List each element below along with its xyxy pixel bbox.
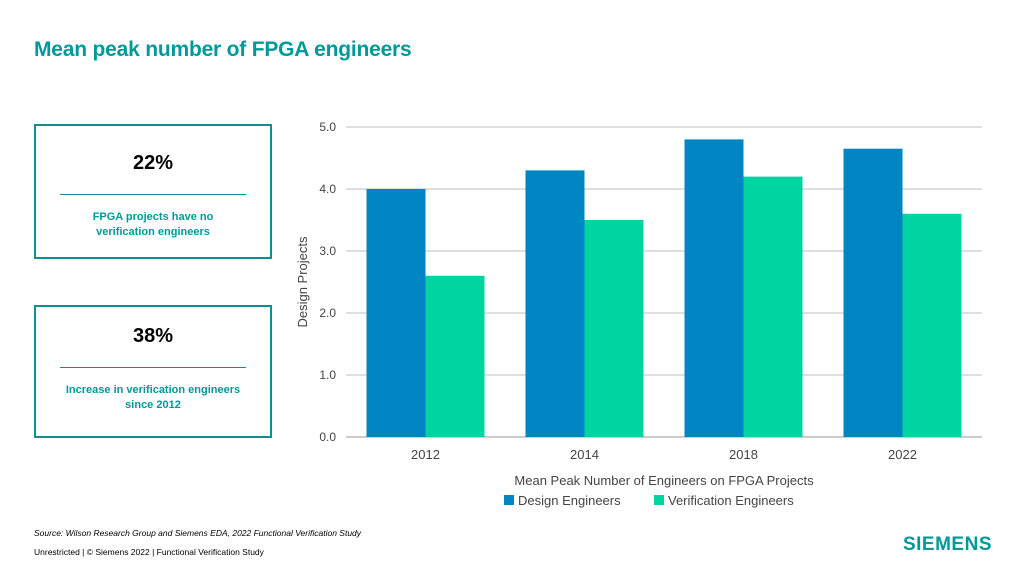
bar-verification-engineers: [584, 220, 644, 437]
y-tick-label: 0.0: [319, 430, 336, 444]
y-tick-label: 3.0: [319, 244, 336, 258]
footer-text: Unrestricted | © Siemens 2022 | Function…: [34, 547, 264, 557]
bar-chart: 0.0 1.0 2.0 3.0 4.0 5.0 2012 2014 2018 2022 Design…: [295, 120, 982, 508]
bar-design-engineers: [843, 148, 903, 437]
stat-description-line: FPGA projects have no: [92, 211, 214, 223]
y-tick-label: 5.0: [319, 120, 336, 134]
page-title: Mean peak number of FPGA engineers: [34, 38, 412, 61]
x-tick-label: 2012: [411, 447, 440, 462]
stat-box-no-verification: 22% FPGA projects have no verification e…: [34, 124, 272, 259]
bar-design-engineers: [525, 170, 585, 437]
x-tick-label: 2014: [570, 447, 599, 462]
y-axis-label: Design Projects: [295, 236, 310, 328]
legend-label: Verification Engineers: [668, 493, 794, 508]
x-axis-label: Mean Peak Number of Engineers on FPGA Pr…: [514, 473, 814, 488]
y-tick-label: 1.0: [319, 368, 336, 382]
bar-verification-engineers: [902, 213, 962, 437]
bar-design-engineers: [684, 139, 744, 437]
y-tick-label: 2.0: [319, 306, 336, 320]
x-tick-label: 2022: [888, 447, 917, 462]
stat-description: FPGA projects have no verification engin…: [46, 210, 260, 240]
bar-design-engineers: [366, 189, 426, 437]
stat-description-line: verification engineers: [96, 226, 210, 238]
bar-verification-engineers: [743, 176, 803, 437]
bar-verification-engineers: [425, 275, 485, 437]
stat-description-line: since 2012: [125, 399, 181, 411]
stat-description: Increase in verification engineers since…: [46, 383, 260, 413]
y-tick-label: 4.0: [319, 182, 336, 196]
stat-description-line: Increase in verification engineers: [65, 384, 241, 396]
legend-swatch: [654, 495, 664, 505]
stat-divider: [60, 194, 246, 195]
legend-swatch: [504, 495, 514, 505]
stat-value: 38%: [132, 325, 174, 347]
siemens-logo: SIEMENS: [902, 534, 992, 555]
x-tick-label: 2018: [729, 447, 758, 462]
legend-label: Design Engineers: [518, 493, 621, 508]
stat-divider: [60, 367, 246, 368]
stat-box-verification-increase: 38% Increase in verification engineers s…: [34, 305, 272, 438]
stat-value: 22%: [132, 152, 174, 174]
source-note: Source: Wilson Research Group and Siemen…: [34, 528, 362, 538]
